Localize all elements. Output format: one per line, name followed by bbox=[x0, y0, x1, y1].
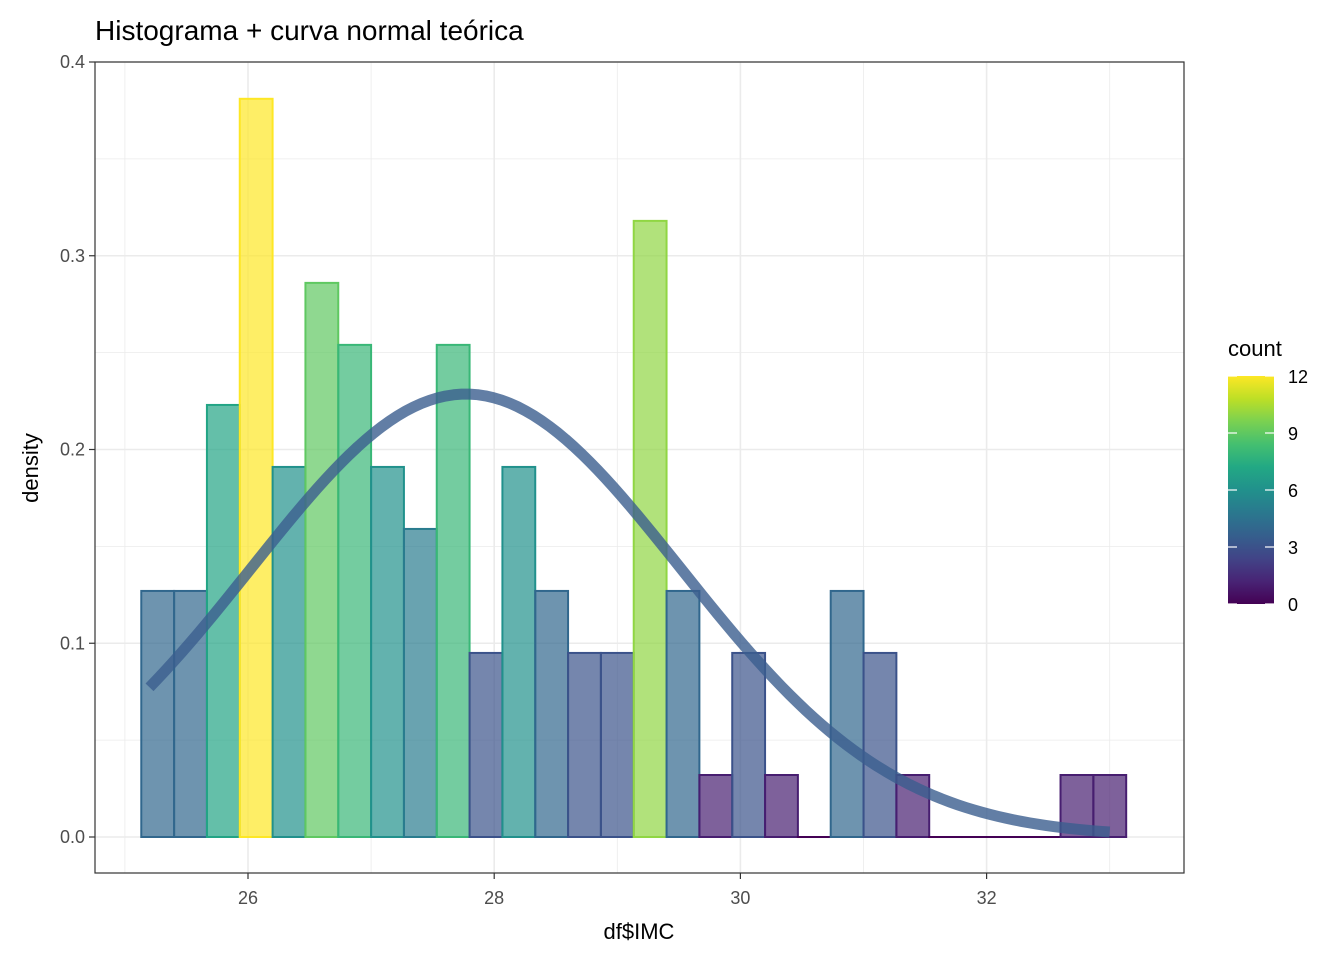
legend-tick-label: 12 bbox=[1288, 367, 1308, 387]
legend-title: count bbox=[1228, 336, 1282, 361]
histogram-bar bbox=[599, 651, 635, 838]
legend-tick-label: 6 bbox=[1288, 481, 1298, 501]
histogram-bar bbox=[698, 774, 734, 838]
y-tick-label: 0.4 bbox=[60, 52, 85, 72]
histogram-bar bbox=[304, 281, 340, 838]
y-tick-label: 0.3 bbox=[60, 246, 85, 266]
legend-tick-label: 9 bbox=[1288, 424, 1298, 444]
plot-panel-border bbox=[94, 61, 1185, 874]
histogram-bar bbox=[468, 651, 504, 838]
y-tick-label: 0.0 bbox=[60, 827, 85, 847]
y-axis-title: density bbox=[18, 433, 43, 503]
x-tick-label: 32 bbox=[977, 888, 997, 908]
x-tick-label: 26 bbox=[238, 888, 258, 908]
y-axis: 0.0 0.1 0.2 0.3 0.4 bbox=[60, 52, 95, 847]
normal-curve-line bbox=[145, 388, 1111, 838]
x-tick-label: 28 bbox=[484, 888, 504, 908]
histogram-bar bbox=[140, 589, 176, 838]
histogram-bar bbox=[337, 343, 373, 838]
histogram-bar bbox=[501, 465, 537, 838]
histogram-bar bbox=[731, 651, 767, 838]
histogram-bar bbox=[370, 465, 405, 838]
legend-tick-label: 3 bbox=[1288, 538, 1298, 558]
y-tick-label: 0.2 bbox=[60, 440, 85, 460]
histogram-bar bbox=[665, 589, 701, 838]
histogram-bar bbox=[862, 651, 898, 838]
x-tick-label: 30 bbox=[730, 888, 750, 908]
y-tick-label: 0.1 bbox=[60, 633, 85, 653]
histogram-bar bbox=[764, 774, 799, 838]
histogram-bar bbox=[829, 589, 865, 838]
histogram-bar bbox=[567, 651, 602, 838]
histogram-bar bbox=[534, 589, 570, 838]
histogram-bar bbox=[238, 97, 274, 838]
histogram-bar bbox=[402, 527, 438, 838]
x-axis: 26 28 30 32 bbox=[238, 873, 997, 908]
x-axis-title: df$IMC bbox=[604, 919, 675, 944]
color-legend: count 0 3 6 9 12 bbox=[1228, 336, 1308, 615]
legend-ticks: 0 3 6 9 12 bbox=[1228, 367, 1308, 615]
histogram-bar bbox=[435, 343, 471, 838]
chart-title: Histograma + curva normal teórica bbox=[95, 15, 524, 46]
legend-tick-label: 0 bbox=[1288, 595, 1298, 615]
